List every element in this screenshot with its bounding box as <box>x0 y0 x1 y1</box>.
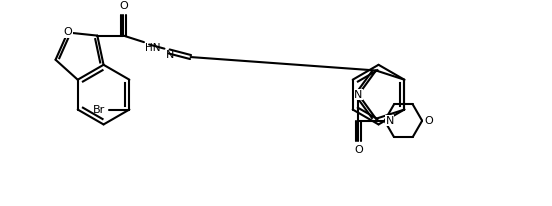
Text: N: N <box>354 90 363 100</box>
Text: O: O <box>354 145 363 155</box>
Text: N: N <box>385 116 394 126</box>
Text: HN: HN <box>145 43 161 53</box>
Text: N: N <box>166 50 174 60</box>
Text: O: O <box>119 1 128 11</box>
Text: Br: Br <box>93 104 105 115</box>
Text: O: O <box>424 116 433 126</box>
Text: O: O <box>63 27 72 37</box>
